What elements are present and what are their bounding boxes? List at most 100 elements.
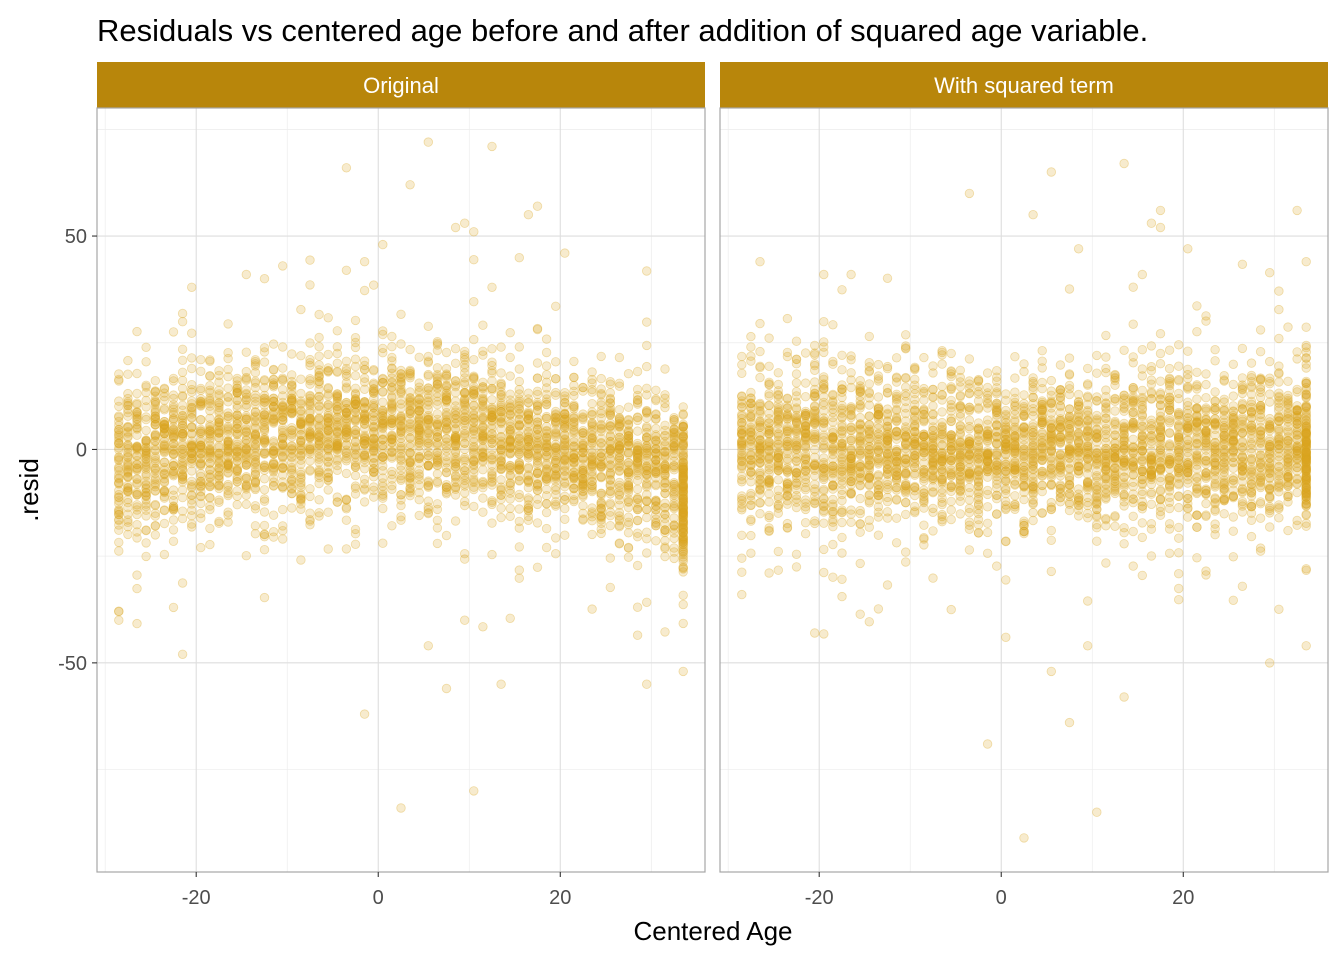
scatter-point-outlier bbox=[405, 180, 415, 190]
scatter-point bbox=[387, 342, 397, 352]
scatter-point bbox=[642, 266, 652, 276]
scatter-point bbox=[551, 357, 561, 367]
scatter-point bbox=[114, 396, 124, 406]
scatter-point bbox=[141, 436, 151, 446]
scatter-point bbox=[132, 423, 142, 433]
scatter-point-outlier bbox=[460, 615, 470, 625]
scatter-point bbox=[205, 440, 215, 450]
scatter-point bbox=[114, 509, 124, 520]
scatter-point bbox=[755, 361, 765, 372]
scatter-point bbox=[632, 366, 643, 377]
scatter-point bbox=[642, 361, 652, 372]
scatter-point bbox=[782, 424, 793, 434]
scatter-point bbox=[214, 414, 224, 424]
scatter-point bbox=[560, 530, 570, 540]
scatter-point bbox=[946, 402, 956, 413]
scatter-point bbox=[605, 443, 616, 454]
scatter-point bbox=[114, 455, 124, 466]
scatter-point bbox=[928, 473, 938, 484]
scatter-point bbox=[955, 509, 966, 519]
scatter-point bbox=[669, 461, 679, 471]
scatter-point bbox=[177, 447, 188, 457]
scatter-point bbox=[323, 437, 333, 447]
scatter-point bbox=[992, 431, 1002, 442]
scatter-point bbox=[541, 334, 552, 344]
scatter-point bbox=[946, 481, 956, 491]
scatter-point bbox=[791, 426, 802, 437]
scatter-point bbox=[223, 383, 233, 393]
scatter-point bbox=[141, 459, 151, 470]
scatter-point bbox=[623, 528, 634, 538]
scatter-point bbox=[196, 491, 206, 502]
scatter-point bbox=[114, 537, 124, 548]
scatter-point bbox=[186, 458, 197, 469]
scatter-point bbox=[323, 457, 333, 468]
scatter-point bbox=[532, 323, 543, 334]
scatter-point bbox=[396, 420, 406, 431]
scatter-point bbox=[819, 472, 829, 483]
scatter-point bbox=[150, 386, 161, 396]
scatter-point bbox=[296, 478, 306, 488]
scatter-point bbox=[150, 414, 161, 424]
scatter-point bbox=[341, 265, 352, 276]
scatter-point bbox=[259, 449, 270, 459]
scatter-point bbox=[505, 328, 515, 338]
scatter-point bbox=[168, 448, 179, 459]
scatter-point bbox=[141, 342, 151, 353]
scatter-point bbox=[159, 424, 170, 434]
scatter-point bbox=[150, 408, 161, 418]
scatter-point bbox=[168, 505, 179, 515]
scatter-point-outlier bbox=[469, 227, 479, 237]
scatter-point bbox=[450, 396, 461, 406]
scatter-point bbox=[901, 403, 911, 413]
scatter-point bbox=[341, 382, 352, 392]
scatter-point bbox=[250, 521, 261, 531]
scatter-point bbox=[469, 409, 479, 419]
scatter-point bbox=[241, 499, 252, 510]
scatter-point bbox=[791, 562, 802, 572]
scatter-point bbox=[123, 471, 133, 482]
scatter-point-outlier bbox=[496, 679, 506, 689]
scatter-point bbox=[132, 408, 142, 418]
scatter-point bbox=[114, 514, 124, 525]
scatter-point bbox=[632, 504, 643, 515]
scatter-point bbox=[651, 394, 661, 404]
scatter-point bbox=[177, 429, 188, 439]
scatter-point bbox=[432, 419, 443, 429]
scatter-point bbox=[168, 471, 179, 481]
scatter-point bbox=[132, 424, 142, 434]
scatter-point bbox=[432, 478, 443, 488]
scatter-point bbox=[141, 448, 151, 458]
scatter-point bbox=[855, 419, 865, 429]
scatter-point bbox=[460, 454, 470, 465]
scatter-point bbox=[432, 457, 443, 467]
facet-panel-1: Original bbox=[96, 62, 706, 873]
scatter-point bbox=[350, 315, 361, 326]
scatter-point bbox=[737, 425, 747, 435]
scatter-point bbox=[396, 512, 406, 522]
scatter-point bbox=[141, 453, 151, 464]
scatter-point bbox=[955, 391, 966, 402]
scatter-point bbox=[423, 447, 434, 457]
scatter-point bbox=[141, 446, 151, 457]
scatter-point bbox=[819, 317, 829, 327]
scatter-point bbox=[114, 452, 124, 462]
scatter-point bbox=[532, 386, 543, 397]
scatter-point bbox=[159, 392, 170, 402]
scatter-point-outlier bbox=[241, 269, 252, 280]
scatter-point bbox=[678, 523, 688, 534]
scatter-point bbox=[596, 488, 606, 498]
scatter-point bbox=[123, 398, 133, 409]
scatter-point bbox=[186, 380, 197, 390]
chart-title: Residuals vs centered age before and aft… bbox=[97, 13, 1148, 48]
scatter-point bbox=[186, 328, 197, 338]
scatter-point bbox=[196, 385, 206, 396]
scatter-point bbox=[837, 485, 847, 495]
scatter-point bbox=[864, 358, 875, 368]
scatter-point bbox=[123, 502, 133, 513]
scatter-point bbox=[196, 482, 206, 492]
scatter-point bbox=[828, 461, 838, 471]
scatter-point bbox=[159, 419, 170, 429]
scatter-point bbox=[259, 436, 270, 447]
scatter-point bbox=[837, 380, 847, 390]
